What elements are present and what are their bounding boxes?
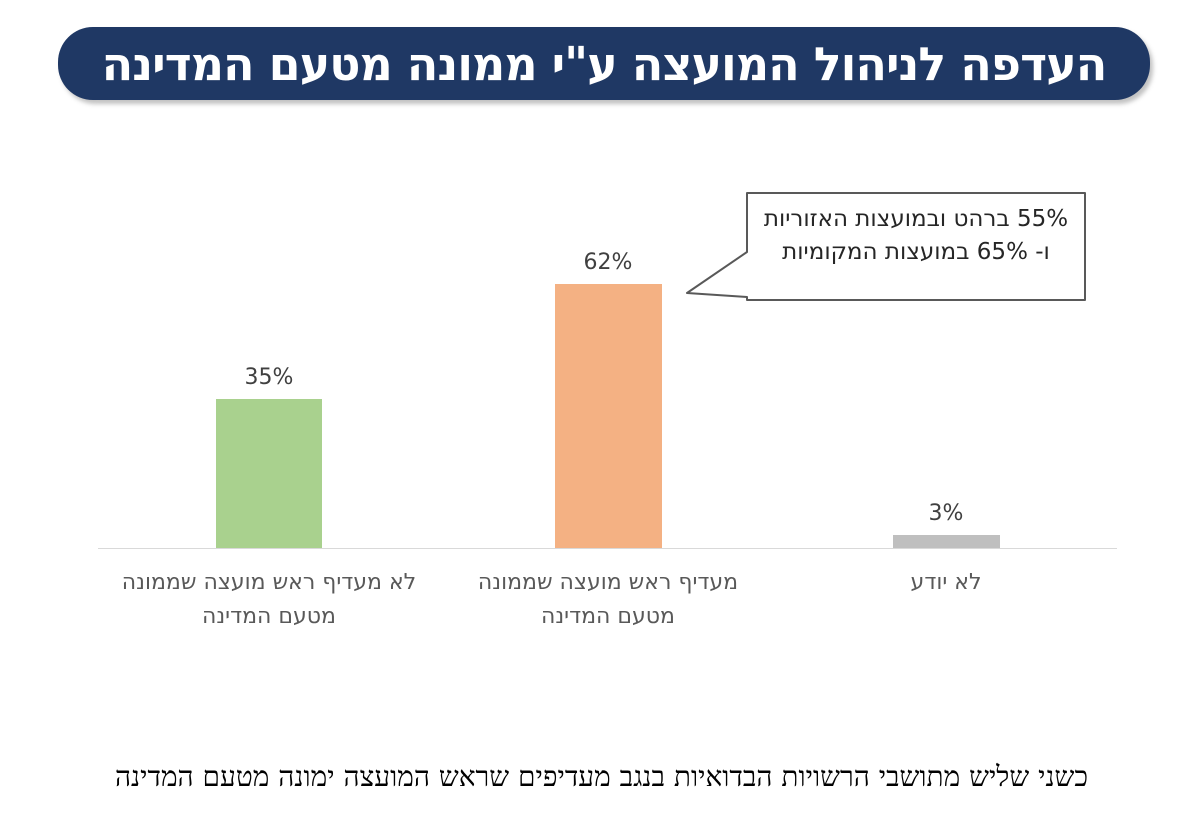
value-label-not-prefer: 35%	[244, 365, 294, 390]
x-axis-line	[98, 548, 1117, 549]
callout-annotation: 55% ברהט ובמועצות האזוריות ו- 65% במועצו…	[747, 203, 1085, 269]
category-label-prefer: מעדיף ראש מועצה שממונה מטעם המדינה	[428, 566, 788, 634]
category-label-not-prefer: לא מעדיף ראש מועצה שממונה מטעם המדינה	[89, 566, 449, 634]
page-title: העדפה לניהול המועצה ע"י ממונה מטעם המדינ…	[101, 36, 1108, 91]
footer-conclusion-text: כשני שליש מתושבי הרשויות הבדואיות בנגב מ…	[114, 760, 1089, 793]
bar-green-not-prefer	[216, 399, 322, 548]
value-label-prefer: 62%	[583, 250, 633, 275]
category-label-line2: מטעם המדינה	[541, 604, 675, 629]
title-banner: העדפה לניהול המועצה ע"י ממונה מטעם המדינ…	[58, 27, 1150, 100]
bar-orange-prefer	[555, 284, 662, 548]
callout-bubble-shape	[686, 192, 1086, 301]
category-label-line1: מעדיף ראש מועצה שממונה	[477, 570, 739, 595]
category-label-line2: מטעם המדינה	[202, 604, 336, 629]
category-label-dont-know: לא יודע	[766, 566, 1126, 600]
callout-line2: ו- 65% במועצות המקומיות	[782, 239, 1050, 265]
bar-gray-dont-know	[893, 535, 1000, 548]
category-label-line1: לא יודע	[910, 570, 982, 595]
category-label-line1: לא מעדיף ראש מועצה שממונה	[121, 570, 417, 595]
callout-outline	[686, 192, 1086, 301]
callout-line1: 55% ברהט ובמועצות האזוריות	[763, 206, 1069, 232]
value-label-dont-know: 3%	[928, 501, 964, 526]
